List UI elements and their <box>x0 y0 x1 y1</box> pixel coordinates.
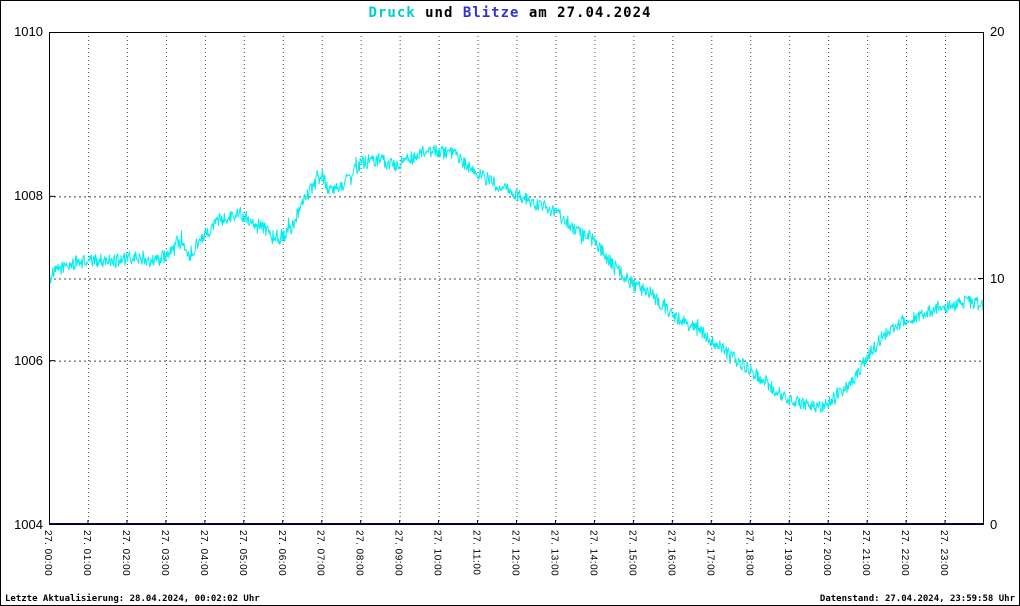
data-state-text: Datenstand: 27.04.2024, 23:59:58 Uhr <box>819 594 1015 604</box>
x-tick-label: 27. 03:00 <box>158 530 170 577</box>
chart-canvas <box>48 31 985 526</box>
plot-area <box>48 31 985 526</box>
x-tick-label: 27. 21:00 <box>860 530 872 577</box>
x-tick-label: 27. 10:00 <box>431 530 443 577</box>
x-tick-label: 27. 02:00 <box>119 530 131 577</box>
x-tick-label: 27. 09:00 <box>392 530 404 577</box>
x-tick-label: 27. 13:00 <box>548 530 560 577</box>
x-tick-label: 27. 22:00 <box>899 530 911 577</box>
x-tick-label: 27. 01:00 <box>80 530 92 577</box>
x-tick-label: 27. 06:00 <box>275 530 287 577</box>
x-tick-label: 27. 11:00 <box>470 530 482 576</box>
x-tick-label: 27. 15:00 <box>626 530 638 577</box>
title-druck: Druck <box>368 5 416 21</box>
x-tick-label: 27. 19:00 <box>782 530 794 577</box>
y-right-tick-label: 20 <box>990 24 1005 39</box>
x-tick-label: 27. 20:00 <box>821 530 833 577</box>
chart-title: Druck und Blitze am 27.04.2024 <box>1 5 1019 21</box>
y-left-tick-label: 1010 <box>14 24 43 39</box>
title-sep1: und <box>415 5 463 21</box>
y-right-tick-label: 0 <box>990 517 998 532</box>
x-tick-label: 27. 00:00 <box>42 530 53 577</box>
y-left-tick-label: 1006 <box>14 352 43 368</box>
pressure-line-series <box>48 144 985 413</box>
plot-border <box>49 32 984 525</box>
x-tick-label: 27. 23:00 <box>938 530 950 577</box>
x-tick-label: 27. 07:00 <box>314 530 326 577</box>
x-tick-label: 27. 14:00 <box>587 530 599 577</box>
title-blitze: Blitze <box>462 5 520 21</box>
x-tick-label: 27. 17:00 <box>704 530 716 577</box>
y-left-tick-label: 1004 <box>14 517 43 532</box>
title-date: am 27.04.2024 <box>519 5 652 21</box>
last-update-text: Letzte Aktualisierung: 28.04.2024, 00:02… <box>5 594 260 604</box>
y-left-tick-label: 1008 <box>14 188 43 204</box>
x-tick-label: 27. 16:00 <box>665 530 677 577</box>
x-tick-label: 27. 08:00 <box>353 530 365 577</box>
x-tick-label: 27. 18:00 <box>743 530 755 577</box>
x-tick-label: 27. 05:00 <box>236 530 248 577</box>
x-tick-label: 27. 04:00 <box>197 530 209 577</box>
x-tick-label: 27. 12:00 <box>509 530 521 577</box>
y-right-tick-label: 10 <box>990 270 1005 286</box>
